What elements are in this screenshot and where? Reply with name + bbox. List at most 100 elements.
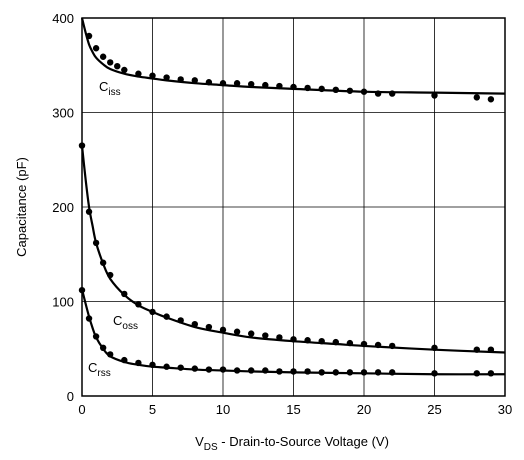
series-label-sub: rss (97, 368, 110, 379)
ciss-point (389, 90, 396, 97)
coss-point (219, 326, 227, 334)
ciss-point (290, 83, 297, 91)
crss-point (233, 367, 241, 374)
coss-point (276, 334, 283, 341)
coss-point (389, 342, 396, 350)
ciss-point (431, 92, 438, 99)
coss-point (135, 301, 142, 308)
coss-point (233, 328, 241, 335)
crss-point (85, 315, 93, 322)
ciss-point (473, 94, 480, 101)
ciss-point (99, 53, 107, 60)
crss-point (431, 370, 438, 377)
crss-point (121, 356, 128, 364)
ciss-point (276, 82, 283, 90)
x-tick-label: 10 (216, 402, 230, 417)
crss-point (346, 369, 354, 376)
ciss-point (177, 76, 184, 83)
crss-point (205, 366, 213, 373)
coss-point (332, 338, 339, 346)
y-tick-label: 400 (52, 11, 74, 26)
crss-point (304, 368, 311, 375)
x-axis-title-rest: - Drain-to-Source Voltage (V) (218, 434, 389, 449)
x-tick-label: 20 (357, 402, 371, 417)
crss-point (149, 361, 156, 369)
series-label-sub: oss (122, 321, 138, 332)
series-label-ciss: Ciss (99, 79, 121, 98)
ciss-point (219, 80, 227, 87)
y-tick-label: 0 (67, 389, 74, 404)
x-tick-label: 25 (427, 402, 441, 417)
coss-point (85, 208, 93, 215)
x-tick-labels: 0 5 10 15 20 25 30 (78, 402, 512, 417)
ciss-point (318, 85, 325, 93)
ciss-point (163, 74, 170, 81)
series-label-main: C (113, 313, 122, 328)
coss-point (304, 337, 311, 344)
crss-point (135, 359, 142, 367)
crss-point (177, 364, 184, 371)
crss-point (318, 369, 325, 376)
coss-point (121, 290, 128, 298)
ciss-point (233, 80, 241, 87)
ciss-point (346, 87, 354, 94)
series-label-main: C (88, 360, 97, 375)
ciss-point (135, 70, 142, 77)
coss-point (248, 330, 255, 337)
coss-point (262, 332, 269, 339)
coss-point (431, 344, 438, 352)
crss-point (219, 366, 227, 373)
crss-point (360, 369, 368, 376)
ciss-point (248, 80, 255, 88)
ciss-point (487, 96, 495, 103)
coss-point (290, 336, 297, 343)
coss-point (318, 337, 325, 345)
series-label-sub: iss (108, 87, 120, 98)
crss-point (374, 369, 382, 376)
coss-point (107, 271, 114, 279)
coss-point (149, 308, 156, 316)
coss-point (92, 239, 100, 247)
ciss-point (262, 81, 269, 89)
crss-point (276, 368, 283, 375)
crss-point (248, 367, 255, 374)
ciss-point (107, 59, 114, 66)
crss-point (473, 370, 480, 377)
crss-point (290, 368, 297, 375)
y-tick-labels: 0 100 200 300 400 (52, 11, 74, 404)
coss-point (360, 340, 368, 348)
x-tick-label: 15 (286, 402, 300, 417)
crss-point (191, 365, 198, 372)
crss-point (92, 333, 100, 340)
coss-point (374, 341, 382, 349)
coss-point (205, 323, 213, 331)
ciss-point (205, 79, 213, 86)
plot-frame (81, 17, 506, 397)
crss-point (389, 369, 396, 376)
x-tick-label: 5 (149, 402, 156, 417)
crss-point (332, 369, 339, 376)
crss-point (99, 344, 107, 352)
series-label-coss: Coss (113, 313, 138, 332)
coss-point (346, 339, 354, 347)
y-tick-label: 100 (52, 295, 74, 310)
x-tick-label: 30 (498, 402, 512, 417)
ciss-point (92, 45, 100, 52)
ciss-point (85, 32, 93, 40)
coss-point (163, 313, 170, 320)
crss-point (163, 363, 170, 370)
crss-point (487, 370, 495, 377)
ciss-point (191, 77, 198, 84)
coss-point (177, 317, 184, 324)
coss-point (473, 346, 480, 353)
ciss-point (374, 90, 382, 97)
ciss-curve (80, 17, 506, 95)
y-axis-title: Capacitance (pF) (14, 157, 29, 257)
ciss-point (304, 84, 311, 92)
x-axis-title-sub: DS (204, 442, 218, 453)
crss-point (262, 367, 269, 374)
coss-point (487, 346, 495, 353)
